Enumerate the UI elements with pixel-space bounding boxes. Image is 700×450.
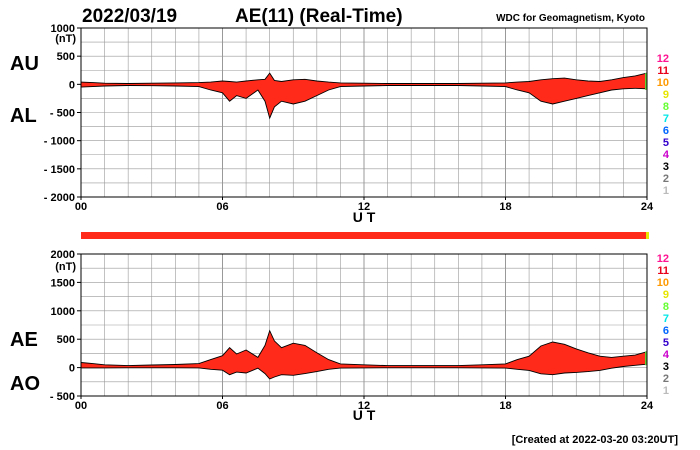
series-label-au: AU <box>10 53 39 75</box>
y-tick-label: - 2000 <box>44 192 75 204</box>
legend-entry: 6 <box>663 125 669 137</box>
x-tick-label: 18 <box>499 201 511 213</box>
legend-entry: 7 <box>663 113 669 125</box>
end-marker <box>645 73 647 90</box>
series-line-ao <box>81 363 648 380</box>
y-tick-label: 500 <box>57 334 75 346</box>
y-tick-label: 1000 <box>51 306 75 318</box>
series-label-ae: AE <box>10 329 38 351</box>
legend-entry: 6 <box>663 325 669 337</box>
x-tick-label: 24 <box>641 400 654 412</box>
legend-entry: 10 <box>657 77 669 89</box>
x-axis-label-top: U T <box>353 209 376 225</box>
x-tick-label: 06 <box>216 201 228 213</box>
legend-entry: 10 <box>657 277 669 289</box>
legend-entry: 5 <box>663 337 669 349</box>
legend-entry: 7 <box>663 313 669 325</box>
legend-entry: 3 <box>663 361 669 373</box>
unit-label-top: (nT) <box>55 33 76 45</box>
legend-entry: 2 <box>663 373 669 385</box>
chart-source: WDC for Geomagnetism, Kyoto <box>496 13 645 24</box>
legend-entry: 11 <box>657 265 669 277</box>
series-fill-ae-ao <box>81 330 647 379</box>
end-marker <box>645 351 647 366</box>
legend-entry: 8 <box>663 101 669 113</box>
y-tick-label: - 1500 <box>44 164 75 176</box>
y-tick-label: 500 <box>57 51 75 63</box>
y-tick-label: 0 <box>69 363 75 375</box>
y-tick-label: 1000 <box>51 23 75 35</box>
y-tick-label: - 1000 <box>44 136 75 148</box>
legend-entry: 11 <box>657 65 669 77</box>
legend-entry: 3 <box>663 161 669 173</box>
x-axis-label-bottom: U T <box>353 407 376 423</box>
chart-title: AE(11) (Real-Time) <box>235 6 403 27</box>
x-tick-label: 24 <box>641 201 654 213</box>
legend-entry: 8 <box>663 301 669 313</box>
series-fill-au-al <box>81 73 647 119</box>
created-timestamp: [Created at 2022-03-20 03:20UT] <box>512 434 679 446</box>
data-status-bar-end <box>646 232 649 239</box>
legend-entry: 9 <box>663 289 669 301</box>
legend-entry: 2 <box>663 173 669 185</box>
legend-entry: 4 <box>663 349 670 361</box>
y-tick-label: 0 <box>69 79 75 91</box>
series-line-al <box>80 85 648 120</box>
unit-label-bottom: (nT) <box>55 261 76 273</box>
legend-entry: 9 <box>663 89 669 101</box>
series-label-ao: AO <box>10 373 40 395</box>
series-label-al: AL <box>10 105 37 127</box>
legend-entry: 4 <box>663 149 670 161</box>
chart-date: 2022/03/19 <box>82 6 177 27</box>
y-tick-label: 2000 <box>51 249 75 261</box>
x-tick-label: 06 <box>216 400 228 412</box>
y-tick-label: - 500 <box>50 108 75 120</box>
y-tick-label: 1500 <box>51 277 75 289</box>
x-tick-label: 18 <box>499 400 511 412</box>
x-tick-label: 00 <box>75 400 87 412</box>
series-line-au <box>80 72 648 84</box>
legend-entry: 12 <box>657 53 669 65</box>
x-tick-label: 00 <box>75 201 87 213</box>
legend-entry: 1 <box>663 385 669 397</box>
x-tick-label: 12 <box>358 400 370 412</box>
x-tick-label: 12 <box>358 201 370 213</box>
series-line-ae <box>80 329 648 367</box>
data-status-bar <box>81 232 648 239</box>
legend-entry: 12 <box>657 253 669 265</box>
legend-entry: 1 <box>663 185 669 197</box>
legend-entry: 5 <box>663 137 669 149</box>
y-tick-label: - 500 <box>50 391 75 403</box>
